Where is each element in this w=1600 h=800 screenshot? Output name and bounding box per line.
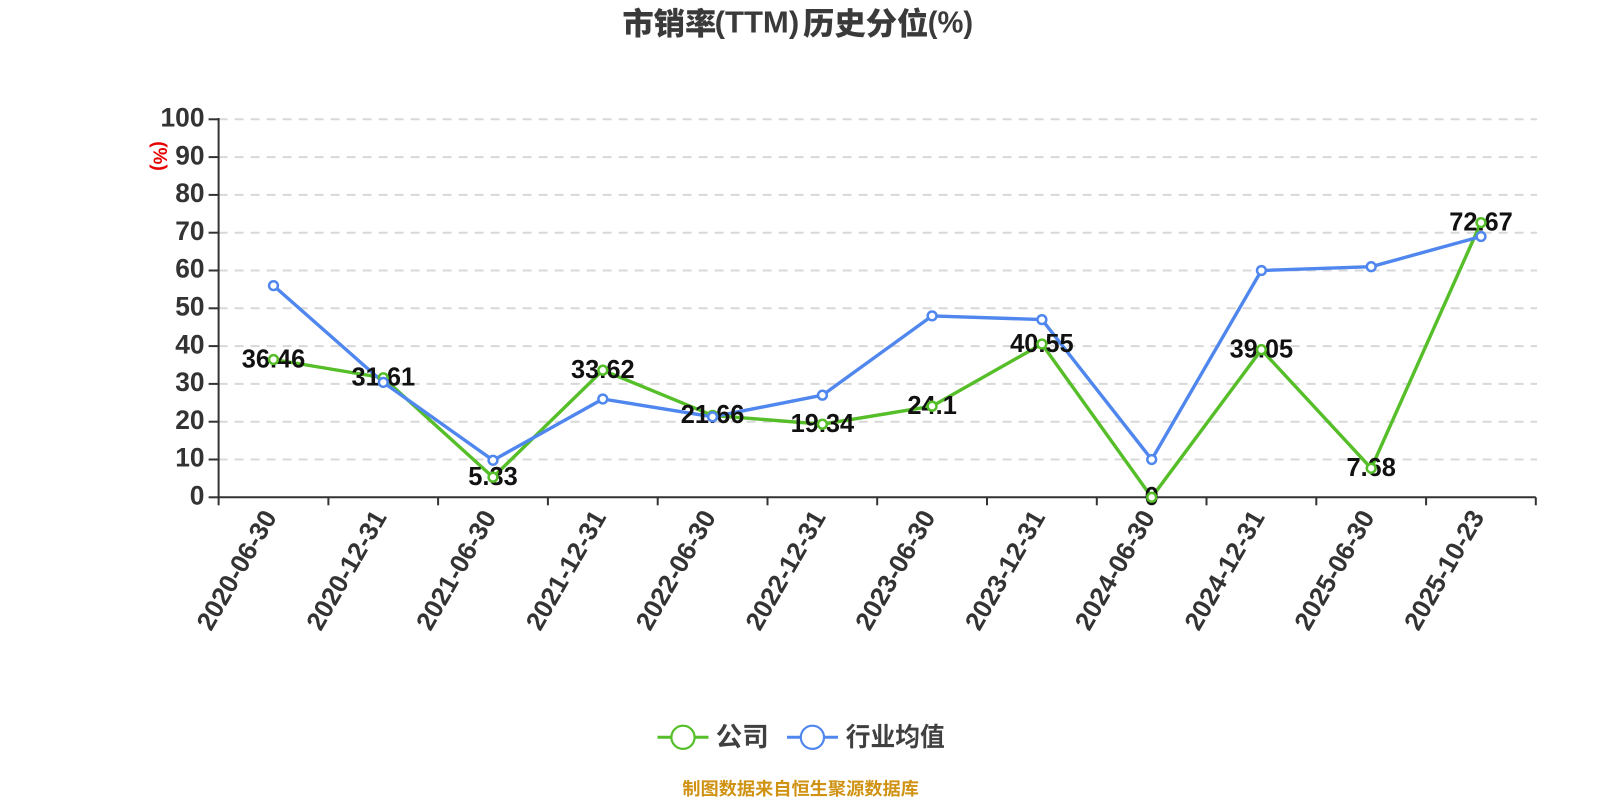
svg-text:0: 0	[190, 481, 205, 511]
svg-text:70: 70	[175, 216, 204, 246]
svg-text:80: 80	[175, 178, 204, 208]
svg-text:50: 50	[175, 292, 204, 322]
svg-text:(%): (%)	[149, 141, 170, 171]
svg-text:2024-06-30: 2024-06-30	[1068, 505, 1160, 635]
svg-text:30: 30	[175, 367, 204, 397]
svg-text:100: 100	[161, 103, 205, 133]
svg-text:90: 90	[175, 140, 204, 170]
svg-text:2022-06-30: 2022-06-30	[629, 505, 721, 635]
svg-text:2022-12-31: 2022-12-31	[739, 505, 831, 635]
svg-text:(TTM): (TTM)	[715, 5, 800, 39]
svg-text:2023-12-31: 2023-12-31	[959, 505, 1051, 635]
svg-text:2021-06-30: 2021-06-30	[410, 505, 502, 635]
svg-text:10: 10	[175, 443, 204, 473]
svg-text:40: 40	[175, 329, 204, 359]
svg-text:2023-06-30: 2023-06-30	[849, 505, 941, 635]
svg-text:2020-12-31: 2020-12-31	[300, 505, 392, 635]
svg-text:2021-12-31: 2021-12-31	[520, 505, 612, 635]
svg-text:2025-06-30: 2025-06-30	[1288, 505, 1380, 635]
svg-text:2020-06-30: 2020-06-30	[190, 505, 282, 635]
svg-text:(%): (%)	[928, 5, 973, 39]
svg-text:2024-12-31: 2024-12-31	[1178, 505, 1270, 635]
svg-text:20: 20	[175, 405, 204, 435]
svg-text:2025-10-23: 2025-10-23	[1398, 505, 1490, 635]
svg-text:60: 60	[175, 254, 204, 284]
